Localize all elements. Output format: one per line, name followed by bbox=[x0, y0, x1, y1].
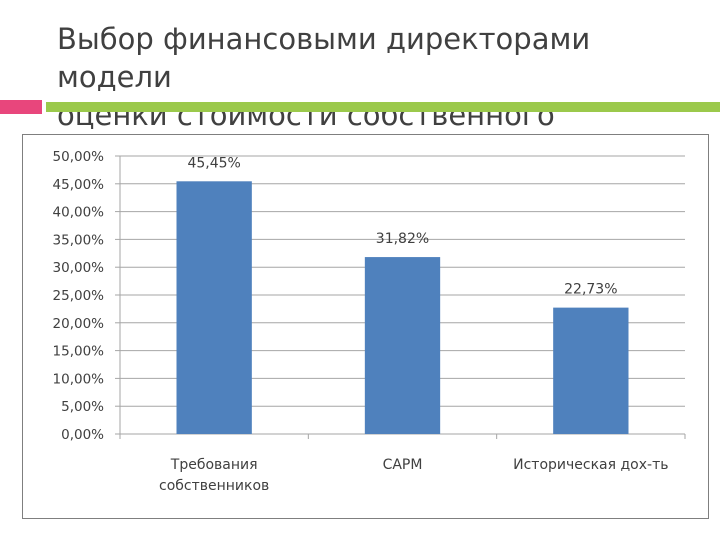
accent-bar-green bbox=[46, 102, 720, 112]
data-label: 31,82% bbox=[376, 231, 429, 247]
y-tick-label: 15,00% bbox=[53, 344, 105, 360]
y-tick-label: 20,00% bbox=[53, 316, 105, 332]
category-label: CAPM bbox=[383, 457, 423, 473]
y-tick-label: 35,00% bbox=[53, 232, 105, 248]
y-tick-label: 50,00% bbox=[53, 149, 105, 165]
bar bbox=[176, 181, 252, 434]
category-label: Требования bbox=[170, 457, 258, 473]
y-tick-label: 5,00% bbox=[61, 399, 104, 415]
bar bbox=[364, 257, 441, 434]
category-label: Историческая дох-ть bbox=[513, 457, 668, 473]
y-tick-label: 30,00% bbox=[53, 260, 105, 276]
y-tick-label: 45,00% bbox=[53, 177, 105, 193]
y-tick-label: 25,00% bbox=[53, 288, 105, 304]
data-label: 22,73% bbox=[564, 282, 617, 298]
slide-title-line-1: Выбор финансовыми директорами модели bbox=[57, 22, 591, 94]
data-label: 45,45% bbox=[187, 155, 240, 171]
accent-bar-pink bbox=[0, 100, 42, 114]
y-tick-label: 10,00% bbox=[53, 371, 105, 387]
y-tick-label: 0,00% bbox=[61, 427, 104, 443]
bar bbox=[553, 307, 629, 434]
category-label: собственников bbox=[159, 478, 269, 494]
y-tick-label: 40,00% bbox=[53, 205, 105, 221]
